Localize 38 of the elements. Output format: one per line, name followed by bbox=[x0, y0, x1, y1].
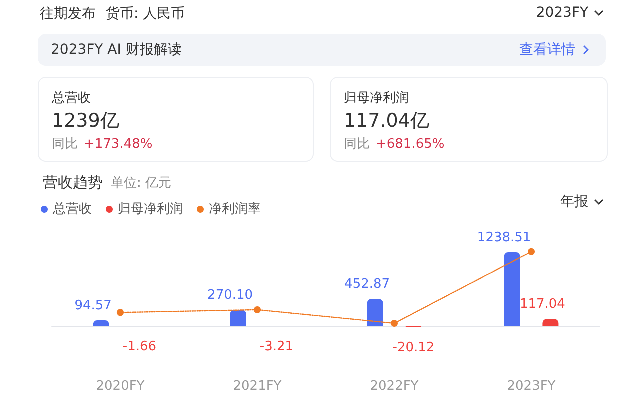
text: 年报 bbox=[560, 193, 590, 211]
bar bbox=[230, 310, 246, 326]
data-label: 117.04 bbox=[520, 297, 566, 312]
x-tick-label: 2022FY bbox=[370, 379, 419, 394]
data-label: -1.66 bbox=[122, 339, 157, 354]
chart-subtitle: 单位: 亿元 bbox=[111, 176, 172, 191]
data-label: -20.12 bbox=[392, 340, 435, 356]
text: 总营收 bbox=[52, 90, 91, 107]
text: 2023FY bbox=[536, 5, 590, 21]
x-tick-label: 2021FY bbox=[233, 379, 282, 394]
text: 1239亿 bbox=[52, 109, 120, 134]
text: 查看详情 bbox=[520, 41, 577, 59]
text: 往期发布 bbox=[40, 6, 96, 22]
data-label: 270.10 bbox=[208, 288, 254, 304]
data-label: 94.57 bbox=[74, 298, 112, 314]
text: 同比 bbox=[52, 137, 78, 152]
bar bbox=[504, 252, 520, 326]
text: 归母净利润 bbox=[344, 90, 409, 107]
bar bbox=[367, 299, 384, 326]
point bbox=[528, 248, 535, 256]
text: +681.65% bbox=[376, 137, 445, 152]
data-label: 1238.51 bbox=[477, 230, 532, 246]
text: 117.04亿 bbox=[344, 109, 430, 134]
text: 同比 bbox=[344, 137, 370, 152]
point bbox=[391, 320, 398, 327]
text: +173.48% bbox=[84, 137, 153, 152]
point bbox=[117, 309, 124, 316]
legend-label: 归母净利润 bbox=[118, 202, 183, 217]
x-tick-label: 2023FY bbox=[507, 379, 556, 394]
text: 货币: 人民币 bbox=[106, 6, 186, 22]
chart-title: 营收趋势 bbox=[43, 174, 103, 192]
data-label: -3.21 bbox=[260, 339, 294, 354]
legend-label: 总营收 bbox=[52, 202, 92, 217]
point bbox=[254, 306, 261, 314]
legend-label: 净利润率 bbox=[209, 201, 261, 217]
text: 2023FY AI 财报解读 bbox=[51, 41, 182, 59]
x-tick-label: 2020FY bbox=[96, 379, 145, 394]
data-label: 452.87 bbox=[344, 277, 390, 292]
